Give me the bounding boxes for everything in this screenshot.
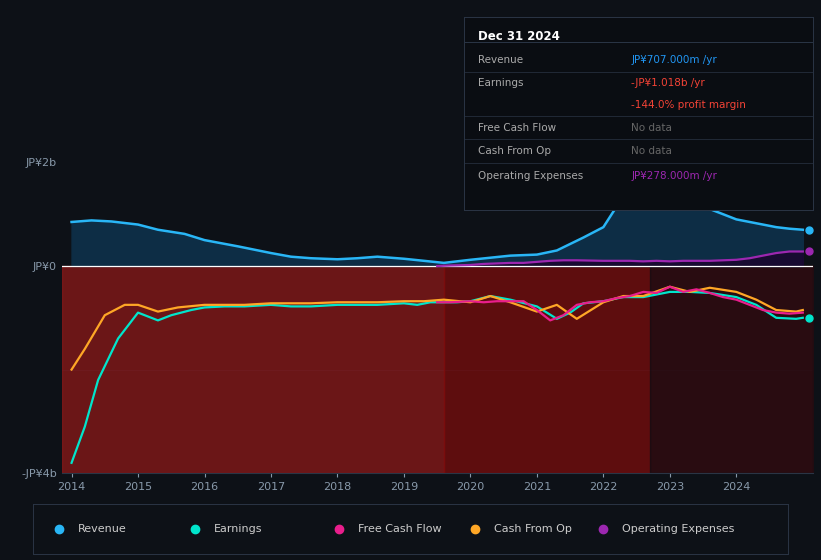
Text: -JP¥1.018b /yr: -JP¥1.018b /yr (631, 78, 705, 88)
Text: Earnings: Earnings (214, 524, 263, 534)
Text: Free Cash Flow: Free Cash Flow (358, 524, 441, 534)
Text: Operating Expenses: Operating Expenses (478, 171, 583, 181)
Text: Dec 31 2024: Dec 31 2024 (478, 30, 560, 43)
Text: JP¥707.000m /yr: JP¥707.000m /yr (631, 55, 717, 66)
Text: JP¥278.000m /yr: JP¥278.000m /yr (631, 171, 718, 181)
Text: No data: No data (631, 146, 672, 156)
Text: Revenue: Revenue (478, 55, 523, 66)
Text: Revenue: Revenue (78, 524, 127, 534)
Text: No data: No data (631, 123, 672, 133)
Text: Earnings: Earnings (478, 78, 523, 88)
Text: Cash From Op: Cash From Op (478, 146, 551, 156)
Text: Free Cash Flow: Free Cash Flow (478, 123, 556, 133)
Text: -144.0% profit margin: -144.0% profit margin (631, 100, 746, 110)
Text: Operating Expenses: Operating Expenses (622, 524, 734, 534)
Text: Cash From Op: Cash From Op (493, 524, 571, 534)
